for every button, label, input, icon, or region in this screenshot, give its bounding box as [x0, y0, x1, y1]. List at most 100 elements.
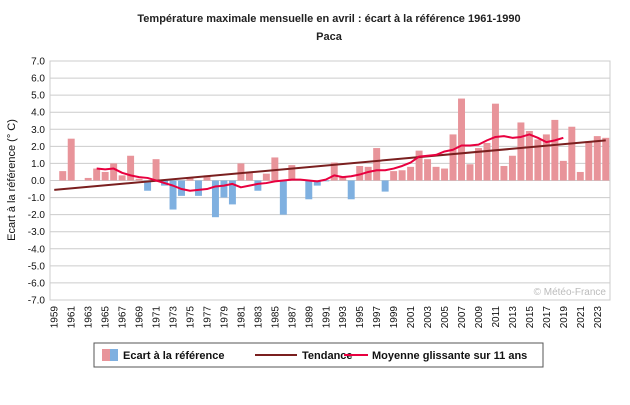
x-tick-label: 2019: [559, 306, 570, 329]
bar: [237, 163, 245, 181]
y-ticks: 7.0 6.0 5.0 4.0 3.0 2.0 1.0 0.0 -1.0 -2.0 -3.0 -4.0…: [28, 57, 46, 307]
bar: [144, 180, 152, 191]
bar: [508, 155, 516, 181]
x-tick-label: 2007: [457, 306, 468, 329]
x-tick-label: 1995: [355, 306, 366, 329]
bar: [525, 130, 533, 181]
x-tick-label: 1999: [389, 306, 400, 329]
y-tick-label: -7.0: [28, 296, 46, 307]
bar: [449, 134, 457, 181]
x-tick-label: 1983: [253, 306, 264, 329]
bar: [407, 166, 415, 181]
bar: [262, 173, 270, 181]
x-tick-label: 1997: [372, 306, 383, 329]
bar: [220, 180, 228, 198]
bar: [288, 165, 296, 181]
bar: [602, 137, 610, 181]
bars: [50, 98, 610, 218]
y-tick-label: -1.0: [28, 193, 46, 204]
bar: [441, 168, 449, 181]
bar: [542, 134, 550, 181]
bar: [93, 168, 101, 181]
bar: [186, 177, 194, 181]
legend-box: [93, 342, 544, 368]
bar: [339, 177, 347, 181]
legend-label-moving-average: Moyenne glissante sur 11 ans: [372, 350, 527, 362]
bar: [330, 162, 338, 181]
bar: [245, 171, 253, 181]
bar: [517, 122, 525, 181]
bar: [59, 171, 67, 181]
legend-label-trend: Tendance: [302, 350, 353, 362]
chart-title: Température maximale mensuelle en avril …: [137, 13, 520, 25]
bar: [110, 163, 118, 181]
bar: [483, 142, 491, 181]
y-tick-label: -4.0: [28, 244, 46, 255]
x-tick-label: 2009: [474, 306, 485, 329]
bar: [424, 159, 432, 181]
bar: [101, 171, 109, 181]
bar: [559, 160, 567, 181]
bar: [347, 180, 355, 200]
x-tick-label: 1967: [118, 306, 129, 329]
bar: [254, 180, 262, 191]
chart-subtitle: Paca: [316, 31, 343, 43]
x-tick-label: 1973: [169, 306, 180, 329]
x-tick-label: 2005: [440, 306, 451, 329]
x-tick-label: 2021: [576, 306, 587, 329]
y-tick-label: -2.0: [28, 210, 46, 221]
y-tick-label: 5.0: [31, 91, 45, 102]
bar: [211, 180, 219, 218]
x-tick-label: 1961: [67, 306, 78, 329]
bar: [356, 165, 364, 181]
bar: [195, 180, 202, 196]
x-ticks: 1959 1961 1963 1965 1967 1969 1971 1973 1975 1977…: [50, 306, 604, 329]
x-tick-label: 1981: [236, 306, 247, 329]
x-tick-label: 1963: [84, 306, 95, 329]
bar: [466, 164, 474, 181]
bar: [373, 148, 381, 181]
bar: [67, 138, 75, 181]
x-tick-label: 1991: [321, 306, 332, 329]
bar: [551, 119, 559, 181]
bar: [475, 148, 482, 181]
x-tick-label: 2003: [423, 306, 434, 329]
x-tick-label: 2015: [525, 306, 536, 329]
bar: [279, 180, 287, 215]
bar: [390, 171, 398, 181]
x-tick-label: 1985: [270, 306, 281, 329]
x-tick-label: 1987: [287, 306, 298, 329]
bar: [135, 178, 143, 181]
y-tick-label: -3.0: [28, 227, 46, 238]
legend-swatch-negative: [110, 349, 118, 361]
bar: [152, 159, 160, 181]
legend-swatch-positive: [102, 349, 110, 361]
bar: [203, 175, 211, 181]
x-tick-label: 1975: [186, 306, 197, 329]
bar: [458, 98, 465, 181]
y-tick-label: 6.0: [31, 74, 45, 85]
y-tick-label: 3.0: [31, 125, 45, 136]
bar: [415, 150, 423, 181]
y-tick-label: 7.0: [31, 57, 45, 68]
bar: [305, 180, 313, 200]
x-tick-label: 1977: [202, 306, 213, 329]
bar: [118, 175, 126, 181]
x-tick-label: 2011: [491, 306, 502, 328]
bar: [576, 171, 584, 181]
x-tick-label: 1959: [50, 306, 61, 329]
bar: [491, 103, 499, 181]
bar: [127, 155, 135, 181]
x-tick-label: 2013: [508, 306, 519, 329]
legend-label-ecart: Ecart à la référence: [123, 350, 225, 362]
y-tick-label: 0.0: [31, 176, 45, 187]
bar: [593, 136, 601, 181]
bar: [271, 157, 279, 181]
x-tick-label: 2001: [406, 306, 417, 329]
bar: [398, 170, 406, 181]
x-tick-label: 1965: [101, 306, 112, 329]
y-tick-label: -6.0: [28, 278, 46, 289]
bar: [381, 180, 389, 192]
moving-average-line: [96, 133, 564, 192]
